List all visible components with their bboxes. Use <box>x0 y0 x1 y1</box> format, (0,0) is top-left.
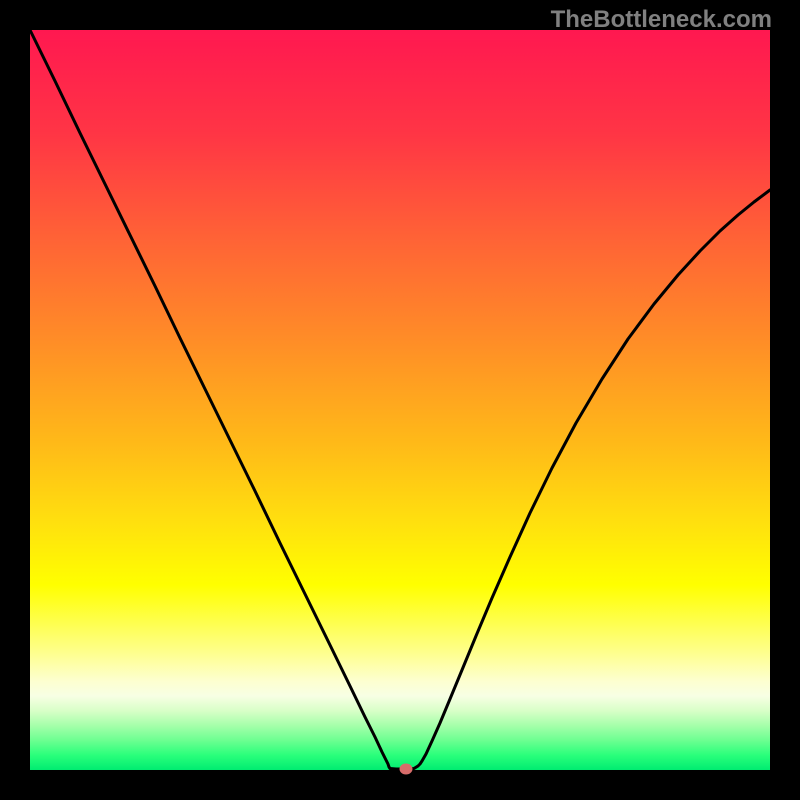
optimum-marker <box>400 764 413 775</box>
curve-path <box>30 30 770 769</box>
watermark-text: TheBottleneck.com <box>551 6 772 34</box>
bottleneck-curve <box>0 0 800 800</box>
